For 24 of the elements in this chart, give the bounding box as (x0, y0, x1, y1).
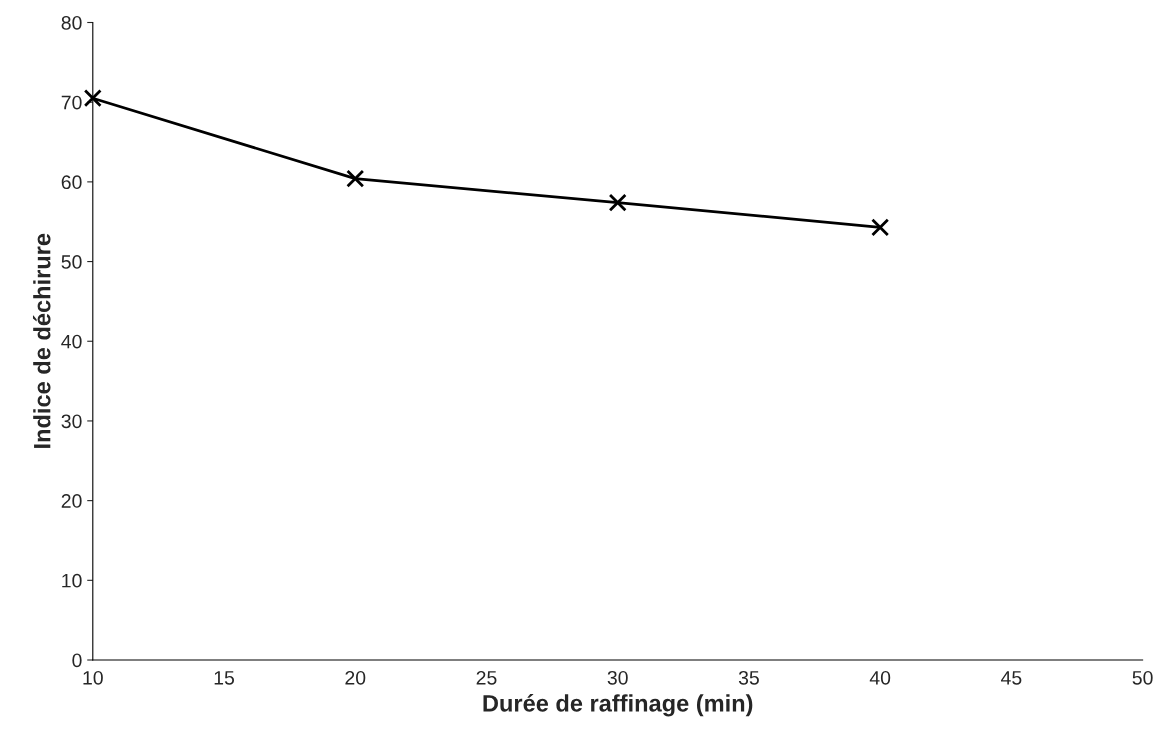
x-tick-label: 45 (1001, 671, 1022, 685)
x-tick-label: 15 (214, 671, 235, 685)
point (871, 218, 890, 237)
x-tick-label: 20 (345, 670, 366, 685)
y-tick-label: 60 (61, 175, 82, 190)
x-axis-title: Durée de raffinage (min) (483, 694, 753, 717)
y-tick-label: 30 (61, 414, 82, 429)
y-tick-label: 70 (61, 95, 82, 110)
y-axis-title: Indice de déchirure (32, 233, 51, 448)
y-tick-label: 80 (61, 15, 82, 30)
y-tick-label: 50 (61, 255, 82, 269)
x-tick-label: 25 (476, 670, 497, 685)
point (608, 193, 627, 212)
y-tick-label: 10 (62, 573, 82, 588)
point (83, 89, 102, 108)
x-tick-label: 50 (1132, 670, 1153, 685)
x-tick-label: 10 (83, 670, 103, 685)
y-tick-label: 20 (61, 494, 82, 508)
x-tick-label: 40 (869, 670, 891, 685)
y-tick-label: 0 (72, 653, 82, 668)
x-tick-label: 30 (607, 670, 628, 685)
x-tick-label: 35 (738, 670, 759, 685)
point (346, 169, 365, 188)
y-tick-label: 40 (61, 334, 82, 349)
